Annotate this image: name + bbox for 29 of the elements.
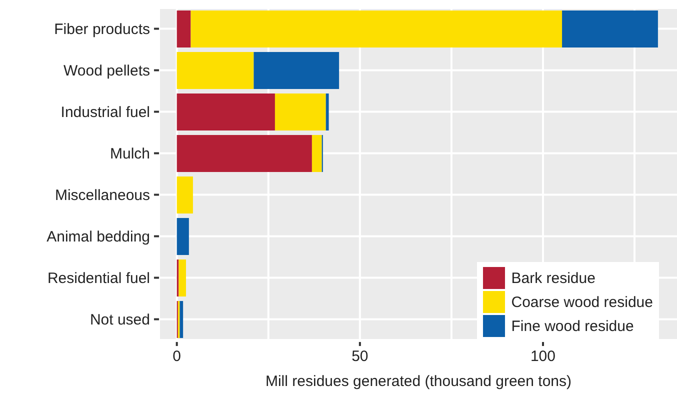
bar bbox=[178, 259, 186, 296]
bar bbox=[190, 10, 562, 48]
bar bbox=[176, 93, 275, 130]
bar bbox=[180, 300, 184, 338]
bar bbox=[326, 93, 329, 130]
bar bbox=[562, 10, 658, 48]
y-tick-label: Residential fuel bbox=[47, 270, 150, 287]
legend-label: Fine wood residue bbox=[510, 316, 635, 336]
bar bbox=[176, 134, 312, 172]
y-tick-label: Animal bedding bbox=[46, 228, 150, 246]
bar bbox=[176, 176, 193, 214]
legend-label: Bark residue bbox=[510, 268, 596, 288]
bar bbox=[274, 93, 326, 130]
bar bbox=[312, 134, 322, 172]
y-tick-label: Industrial fuel bbox=[60, 104, 150, 121]
bar bbox=[176, 10, 191, 48]
y-tick-label: Not used bbox=[90, 311, 150, 328]
y-tick-label: Wood pellets bbox=[64, 62, 150, 80]
x-tick-label: 100 bbox=[530, 348, 556, 365]
bar bbox=[176, 52, 254, 89]
bar bbox=[254, 52, 340, 89]
y-tick-label: Miscellaneous bbox=[54, 186, 150, 204]
y-tick-label: Fiber products bbox=[54, 20, 150, 38]
x-axis-title: Mill residues generated (thousand green tons) bbox=[265, 373, 572, 390]
bar bbox=[176, 218, 189, 255]
legend-label: Coarse wood residue bbox=[510, 292, 653, 312]
x-tick-label: 50 bbox=[352, 348, 368, 365]
y-tick-label: Mulch bbox=[110, 145, 150, 162]
x-tick-label: 0 bbox=[172, 348, 182, 365]
